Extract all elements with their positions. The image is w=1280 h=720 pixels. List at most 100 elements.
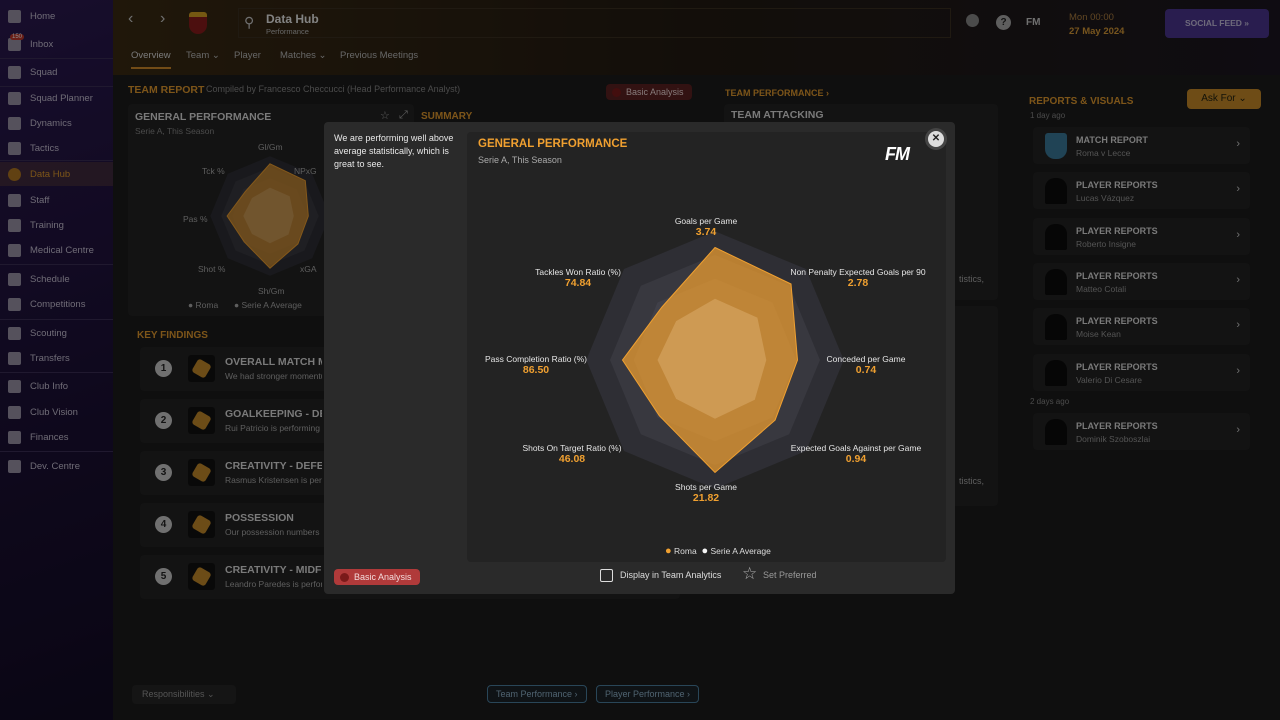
mini-radar-chart (210, 156, 330, 276)
legend-label: Serie A Average (710, 546, 771, 556)
report-type: PLAYER REPORTS (1076, 421, 1158, 431)
star-icon[interactable]: ☆ (742, 564, 758, 583)
sidebar-item-staff[interactable]: Staff (0, 188, 113, 212)
trophy-icon (8, 297, 21, 311)
sidebar-item-tactics[interactable]: Tactics (0, 136, 113, 160)
display-label[interactable]: Display in Team Analytics (620, 570, 722, 580)
forward-icon[interactable]: › (160, 10, 166, 27)
set-preferred-button[interactable]: Set Preferred (763, 570, 817, 580)
tab-0[interactable]: Overview (131, 50, 171, 69)
chevron-right-icon: › (1236, 319, 1240, 331)
sidebar-item-label: Dynamics (30, 117, 72, 129)
report-subject: Lucas Vázquez (1076, 193, 1135, 203)
sidebar-item-club-vision[interactable]: Club Vision (0, 400, 113, 424)
report-item[interactable]: PLAYER REPORTS Dominik Szoboszlai › (1033, 413, 1250, 450)
social-feed-button[interactable]: SOCIAL FEED » (1165, 9, 1269, 38)
dev-centre-icon (8, 459, 21, 473)
sidebar-item-training[interactable]: Training (0, 213, 113, 237)
sidebar-item-dev-centre[interactable]: Dev. Centre (0, 454, 113, 478)
team-performance-button[interactable]: Team Performance › (487, 685, 587, 703)
help-icon[interactable]: ? (996, 15, 1011, 30)
report-type: PLAYER REPORTS (1076, 180, 1158, 190)
display-checkbox[interactable] (600, 569, 613, 582)
report-item[interactable]: PLAYER REPORTS Roberto Insigne › (1033, 218, 1250, 255)
sidebar-item-inbox[interactable]: 150 Inbox (0, 32, 113, 56)
shield-icon (8, 379, 21, 393)
sidebar-item-label: Squad (30, 66, 58, 78)
legend: ● Roma ● Serie A Average (665, 545, 771, 557)
tab-4[interactable]: Previous Meetings (340, 50, 419, 61)
legend-roma: ● Roma (188, 300, 219, 310)
fm-logo: FM (885, 144, 910, 164)
axis-label: Goals per Game 3.74 (675, 216, 737, 238)
report-subject: Moise Kean (1076, 329, 1121, 339)
sidebar-item-scouting[interactable]: Scouting (0, 321, 113, 345)
divider (0, 319, 113, 320)
legend-average: ● Serie A Average (234, 300, 302, 310)
player-silhouette-icon (1045, 178, 1067, 204)
series-serie-a-average-overlay (243, 187, 294, 244)
finding-number: 3 (155, 464, 172, 481)
team-performance-link[interactable]: TEAM PERFORMANCE › (725, 88, 829, 98)
axis-value: 86.50 (522, 364, 550, 376)
finding-number: 4 (155, 516, 172, 533)
globe-icon[interactable] (966, 14, 979, 27)
sidebar-item-squad[interactable]: Squad (0, 60, 113, 84)
responsibilities-button[interactable]: Responsibilities ⌄ (132, 685, 236, 704)
sidebar-item-label: Scouting (30, 327, 67, 339)
sidebar-item-label: Schedule (30, 273, 70, 285)
axis-value: 2.78 (847, 277, 869, 289)
report-item[interactable]: PLAYER REPORTS Lucas Vázquez › (1033, 172, 1250, 209)
sidebar-item-medical-centre[interactable]: Medical Centre (0, 238, 113, 262)
report-item[interactable]: PLAYER REPORTS Moise Kean › (1033, 308, 1250, 345)
fm-menu[interactable]: FM (1026, 17, 1041, 28)
reports-heading: REPORTS & VISUALS (1029, 96, 1134, 107)
axis-name: Goals per Game (674, 216, 738, 226)
legend-label: Roma (195, 300, 219, 310)
date-group: 2 days ago (1030, 397, 1070, 406)
card-text: tistics, (959, 476, 985, 486)
sidebar-item-club-info[interactable]: Club Info (0, 374, 113, 398)
report-subject: Roma v Lecce (1076, 148, 1131, 158)
game-time: Mon 00:00 (1069, 12, 1114, 23)
tab-1[interactable]: Team ⌄ (186, 50, 220, 61)
sidebar-item-finances[interactable]: Finances (0, 425, 113, 449)
axis-name: Tackles Won Ratio (%) (535, 267, 621, 277)
sidebar-item-transfers[interactable]: Transfers (0, 346, 113, 370)
axis-label: Shots per Game 21.82 (675, 482, 737, 504)
staff-icon (8, 193, 21, 207)
basic-analysis-badge[interactable]: Basic Analysis (606, 84, 692, 100)
sidebar-item-home[interactable]: Home (0, 4, 113, 28)
finding-summary: We had stronger momentum (225, 371, 322, 381)
transfer-icon (8, 351, 21, 365)
tab-3[interactable]: Matches ⌄ (280, 50, 327, 61)
report-type: PLAYER REPORTS (1076, 271, 1158, 281)
basic-analysis-badge[interactable]: Basic Analysis (334, 569, 420, 585)
expand-icon[interactable]: ⤢ (399, 109, 408, 121)
back-icon[interactable]: ‹ (128, 10, 134, 27)
sidebar-item-label: Transfers (30, 352, 70, 364)
sidebar-item-label: Club Vision (30, 406, 78, 418)
report-item[interactable]: PLAYER REPORTS Valerio Di Cesare › (1033, 354, 1250, 391)
axis-name: Non Penalty Expected Goals per 90 (790, 267, 926, 277)
sidebar-item-competitions[interactable]: Competitions (0, 292, 113, 316)
ask-for-button[interactable]: Ask For ⌄ (1187, 89, 1261, 109)
card-text: tistics, (959, 274, 985, 284)
search-icon: ⚲ (244, 14, 255, 30)
club-crest[interactable] (189, 12, 207, 34)
sidebar-item-schedule[interactable]: Schedule (0, 267, 113, 291)
search-bar[interactable]: ⚲ Data Hub Performance (238, 8, 951, 38)
sidebar-item-squad-planner[interactable]: Squad Planner (0, 86, 113, 110)
tab-2[interactable]: Player (234, 50, 261, 61)
player-performance-button[interactable]: Player Performance › (596, 685, 700, 703)
sidebar-item-data-hub[interactable]: Data Hub (0, 162, 113, 186)
axis-name: Shots On Target Ratio (%) (522, 443, 622, 453)
close-icon[interactable]: ✕ (928, 131, 944, 147)
star-icon[interactable]: ☆ (380, 110, 390, 122)
finding-thumbnail-icon (188, 407, 215, 434)
sidebar-item-dynamics[interactable]: Dynamics (0, 111, 113, 135)
report-item[interactable]: PLAYER REPORTS Matteo Cotali › (1033, 263, 1250, 300)
tactics-icon (8, 141, 21, 155)
sidebar-item-label: Data Hub (30, 168, 71, 180)
report-item[interactable]: MATCH REPORT Roma v Lecce › (1033, 127, 1250, 164)
